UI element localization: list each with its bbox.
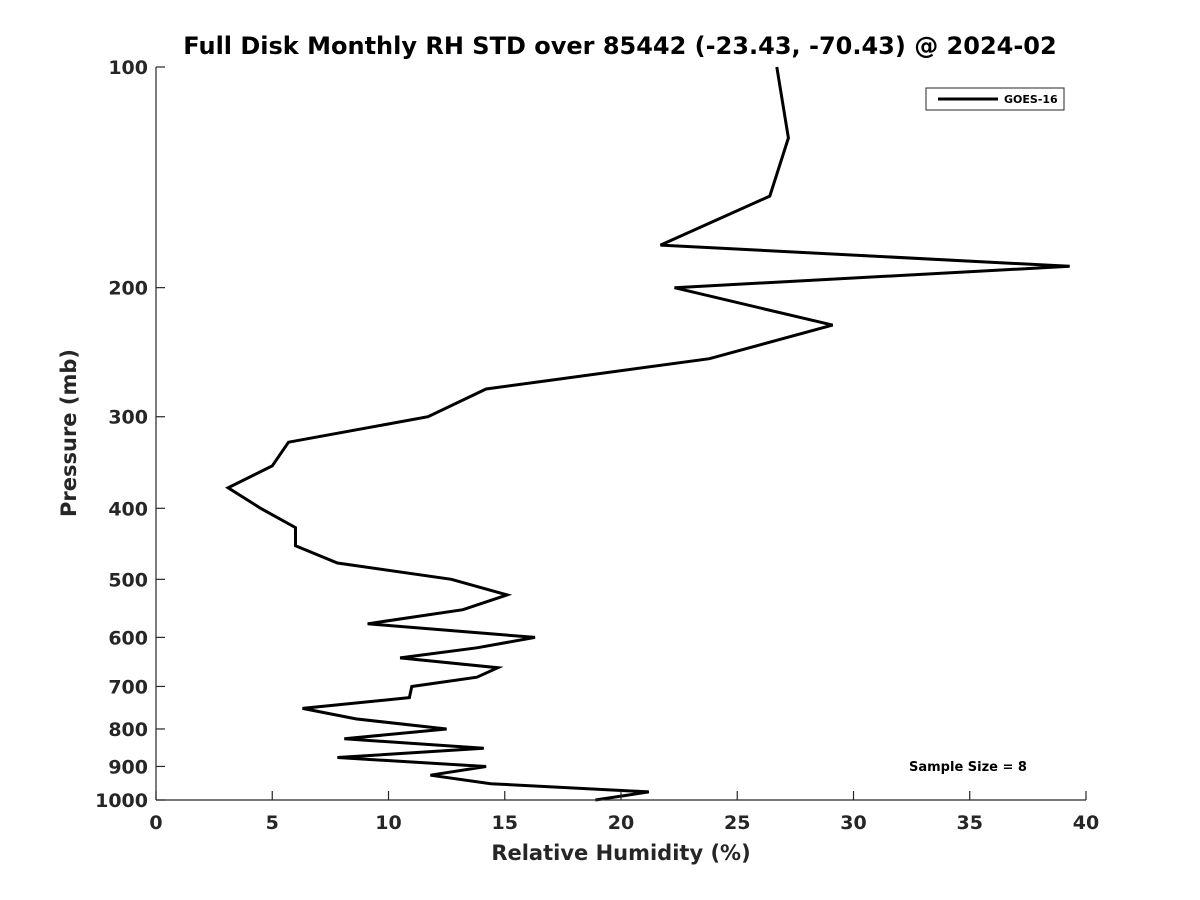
y-tick-label: 800	[108, 719, 148, 741]
y-tick-label: 900	[108, 756, 148, 778]
x-axis-ticks: 0 5 10 15 20 25 30 35 40	[149, 791, 1099, 834]
x-tick-label: 15	[492, 812, 518, 834]
y-tick-label: 200	[108, 278, 148, 300]
x-tick-label: 5	[266, 812, 279, 834]
y-tick-label: 1000	[95, 790, 148, 812]
x-axis-label: Relative Humidity (%)	[491, 841, 750, 865]
x-tick-label: 25	[724, 812, 750, 834]
plot-area	[156, 67, 1086, 800]
x-tick-label: 30	[840, 812, 866, 834]
y-axis-label: Pressure (mb)	[57, 349, 81, 517]
y-axis-ticks: 100 200 300 400 500 600 700 800 900 1000	[95, 57, 165, 812]
x-tick-label: 40	[1073, 812, 1099, 834]
x-tick-label: 35	[957, 812, 983, 834]
y-tick-label: 700	[108, 676, 148, 698]
legend: GOES-16	[925, 87, 1065, 111]
x-tick-label: 0	[149, 812, 162, 834]
y-tick-label: 400	[108, 498, 148, 520]
series-line-goes-16	[225, 66, 1070, 802]
data-lines	[225, 66, 1070, 802]
chart-title: Full Disk Monthly RH STD over 85442 (-23…	[183, 32, 1056, 60]
legend-label-goes-16: GOES-16	[1004, 93, 1058, 106]
sample-size-annotation: Sample Size = 8	[909, 760, 1027, 775]
y-tick-label: 300	[108, 407, 148, 429]
x-tick-label: 20	[608, 812, 634, 834]
y-tick-label: 500	[108, 569, 148, 591]
y-tick-label: 100	[108, 57, 148, 79]
x-tick-label: 10	[375, 812, 401, 834]
y-tick-label: 600	[108, 627, 148, 649]
